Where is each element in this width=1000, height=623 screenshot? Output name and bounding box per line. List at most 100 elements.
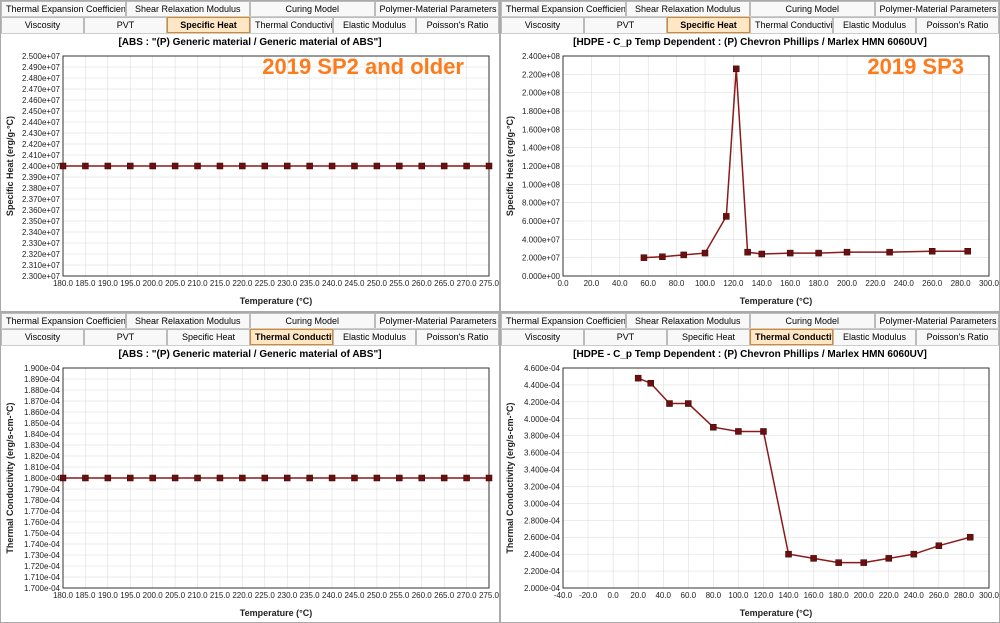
svg-text:280.0: 280.0 — [954, 591, 975, 600]
tab-curing-model[interactable]: Curing Model — [250, 1, 375, 16]
tab-thermal-conductivity[interactable]: Thermal Conductivity — [250, 329, 333, 345]
svg-text:60.0: 60.0 — [681, 591, 697, 600]
svg-text:8.000e+07: 8.000e+07 — [522, 199, 561, 208]
svg-text:260.0: 260.0 — [929, 591, 950, 600]
tab-poisson-s-ratio[interactable]: Poisson's Ratio — [416, 329, 499, 345]
tab-pvt[interactable]: PVT — [584, 329, 667, 345]
panel-grid: Thermal Expansion CoefficientShear Relax… — [0, 0, 1000, 623]
svg-text:230.0: 230.0 — [277, 591, 298, 600]
svg-text:270.0: 270.0 — [457, 279, 478, 288]
svg-text:2.310e+07: 2.310e+07 — [22, 261, 61, 270]
tab-viscosity[interactable]: Viscosity — [1, 17, 84, 33]
svg-text:205.0: 205.0 — [165, 591, 186, 600]
svg-text:300.0: 300.0 — [979, 591, 1000, 600]
svg-text:160.0: 160.0 — [804, 591, 825, 600]
chart-title: [HDPE - C_p Temp Dependent : (P) Chevron… — [501, 346, 999, 363]
tab-poisson-s-ratio[interactable]: Poisson's Ratio — [916, 17, 999, 33]
tab-thermal-expansion-coefficient[interactable]: Thermal Expansion Coefficient — [1, 313, 126, 328]
svg-text:4.000e-04: 4.000e-04 — [524, 414, 561, 423]
tab-specific-heat[interactable]: Specific Heat — [667, 17, 750, 33]
tab-polymer-material-parameters[interactable]: Polymer-Material Parameters — [375, 1, 500, 16]
svg-text:40.0: 40.0 — [612, 279, 628, 288]
svg-text:195.0: 195.0 — [120, 591, 141, 600]
svg-text:265.0: 265.0 — [434, 591, 455, 600]
tab-polymer-material-parameters[interactable]: Polymer-Material Parameters — [875, 313, 1000, 328]
svg-text:245.0: 245.0 — [344, 279, 365, 288]
svg-text:220.0: 220.0 — [879, 591, 900, 600]
svg-text:260.0: 260.0 — [412, 591, 433, 600]
svg-text:180.0: 180.0 — [829, 591, 850, 600]
tab-specific-heat[interactable]: Specific Heat — [167, 329, 250, 345]
tab-viscosity[interactable]: Viscosity — [1, 329, 84, 345]
svg-text:180.0: 180.0 — [53, 591, 74, 600]
svg-text:215.0: 215.0 — [210, 279, 231, 288]
svg-text:Thermal Conductivity (erg/s-cm: Thermal Conductivity (erg/s-cm-°C) — [5, 402, 15, 553]
tab-thermal-conductivity[interactable]: Thermal Conductivity — [750, 17, 833, 33]
chart-area-top-left: [ABS : "(P) Generic material / Generic m… — [1, 34, 499, 311]
tab-viscosity[interactable]: Viscosity — [501, 329, 584, 345]
tab-pvt[interactable]: PVT — [84, 17, 167, 33]
tab-shear-relaxation-modulus[interactable]: Shear Relaxation Modulus — [126, 1, 251, 16]
svg-text:230.0: 230.0 — [277, 279, 298, 288]
tab-elastic-modulus[interactable]: Elastic Modulus — [333, 17, 416, 33]
svg-text:1.720e-04: 1.720e-04 — [24, 562, 61, 571]
svg-text:4.400e-04: 4.400e-04 — [524, 380, 561, 389]
tab-curing-model[interactable]: Curing Model — [750, 1, 875, 16]
tab-specific-heat[interactable]: Specific Heat — [667, 329, 750, 345]
svg-text:225.0: 225.0 — [255, 279, 276, 288]
svg-text:1.800e-04: 1.800e-04 — [24, 474, 61, 483]
tab-pvt[interactable]: PVT — [584, 17, 667, 33]
tab-poisson-s-ratio[interactable]: Poisson's Ratio — [416, 17, 499, 33]
svg-text:1.820e-04: 1.820e-04 — [24, 452, 61, 461]
svg-text:140.0: 140.0 — [779, 591, 800, 600]
tab-elastic-modulus[interactable]: Elastic Modulus — [333, 329, 416, 345]
tab-shear-relaxation-modulus[interactable]: Shear Relaxation Modulus — [126, 313, 251, 328]
svg-text:1.780e-04: 1.780e-04 — [24, 496, 61, 505]
svg-text:200.0: 200.0 — [143, 279, 164, 288]
tab-thermal-conductivity[interactable]: Thermal Conductivity — [250, 17, 333, 33]
tab-curing-model[interactable]: Curing Model — [250, 313, 375, 328]
tab-shear-relaxation-modulus[interactable]: Shear Relaxation Modulus — [626, 1, 751, 16]
tab-polymer-material-parameters[interactable]: Polymer-Material Parameters — [375, 313, 500, 328]
svg-text:Specific Heat (erg/g-°C): Specific Heat (erg/g-°C) — [505, 116, 515, 216]
tab-shear-relaxation-modulus[interactable]: Shear Relaxation Modulus — [626, 313, 751, 328]
svg-text:275.0: 275.0 — [479, 279, 500, 288]
tab-pvt[interactable]: PVT — [84, 329, 167, 345]
svg-text:1.830e-04: 1.830e-04 — [24, 441, 61, 450]
svg-text:Thermal Conductivity (erg/s-cm: Thermal Conductivity (erg/s-cm-°C) — [505, 402, 515, 553]
svg-text:0.0: 0.0 — [608, 591, 620, 600]
svg-text:255.0: 255.0 — [389, 591, 410, 600]
svg-text:1.710e-04: 1.710e-04 — [24, 573, 61, 582]
svg-text:1.000e+08: 1.000e+08 — [522, 180, 561, 189]
svg-text:2.800e-04: 2.800e-04 — [524, 516, 561, 525]
tab-elastic-modulus[interactable]: Elastic Modulus — [833, 329, 916, 345]
tab-curing-model[interactable]: Curing Model — [750, 313, 875, 328]
tab-thermal-expansion-coefficient[interactable]: Thermal Expansion Coefficient — [501, 313, 626, 328]
tabs-bottom-left: Thermal Expansion CoefficientShear Relax… — [1, 313, 499, 346]
svg-text:3.800e-04: 3.800e-04 — [524, 431, 561, 440]
panel-top-left: Thermal Expansion CoefficientShear Relax… — [0, 0, 500, 312]
svg-text:20.0: 20.0 — [584, 279, 600, 288]
panel-bottom-right: Thermal Expansion CoefficientShear Relax… — [500, 312, 1000, 623]
svg-text:210.0: 210.0 — [188, 591, 209, 600]
svg-text:180.0: 180.0 — [53, 279, 74, 288]
tab-thermal-expansion-coefficient[interactable]: Thermal Expansion Coefficient — [501, 1, 626, 16]
svg-text:3.400e-04: 3.400e-04 — [524, 465, 561, 474]
tab-thermal-conductivity[interactable]: Thermal Conductivity — [750, 329, 833, 345]
tab-thermal-expansion-coefficient[interactable]: Thermal Expansion Coefficient — [1, 1, 126, 16]
svg-text:Specific Heat (erg/g-°C): Specific Heat (erg/g-°C) — [5, 116, 15, 216]
svg-text:300.0: 300.0 — [979, 279, 1000, 288]
svg-text:185.0: 185.0 — [75, 591, 96, 600]
tab-specific-heat[interactable]: Specific Heat — [167, 17, 250, 33]
svg-text:200.0: 200.0 — [854, 591, 875, 600]
tab-polymer-material-parameters[interactable]: Polymer-Material Parameters — [875, 1, 1000, 16]
panel-bottom-left: Thermal Expansion CoefficientShear Relax… — [0, 312, 500, 623]
tab-poisson-s-ratio[interactable]: Poisson's Ratio — [916, 329, 999, 345]
svg-text:2.340e+07: 2.340e+07 — [22, 228, 61, 237]
tab-elastic-modulus[interactable]: Elastic Modulus — [833, 17, 916, 33]
svg-text:2.430e+07: 2.430e+07 — [22, 129, 61, 138]
tab-viscosity[interactable]: Viscosity — [501, 17, 584, 33]
svg-text:190.0: 190.0 — [98, 591, 119, 600]
svg-text:240.0: 240.0 — [322, 591, 343, 600]
svg-text:Temperature (°C): Temperature (°C) — [240, 296, 312, 306]
